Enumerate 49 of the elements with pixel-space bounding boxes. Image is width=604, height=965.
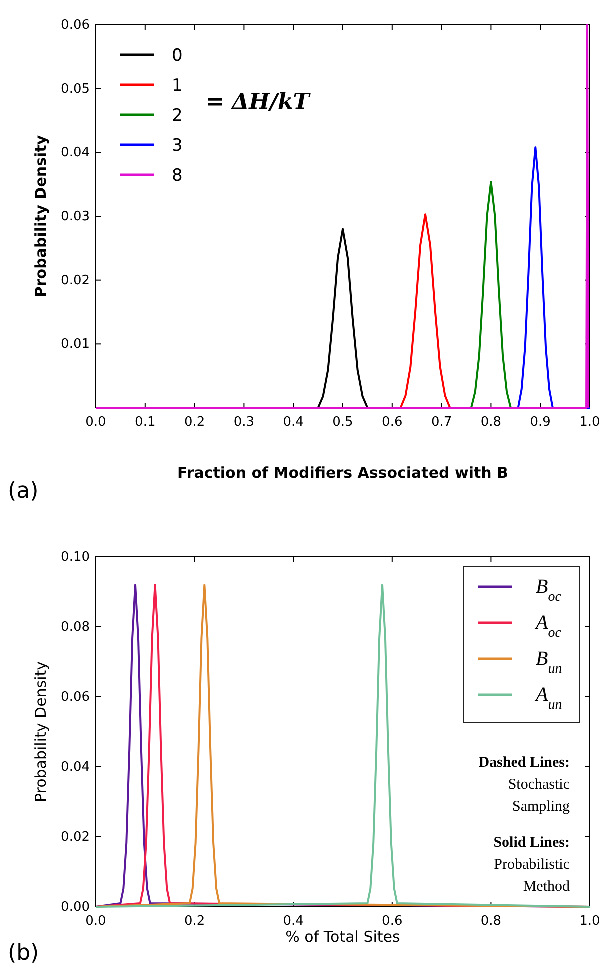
y-tick-label: 0.10 — [61, 550, 90, 565]
annotation: Dashed Lines: — [478, 755, 570, 771]
annotation: Solid Lines: — [494, 835, 570, 851]
x-tick-label: 1.0 — [580, 415, 600, 430]
x-tick-label: 0.8 — [480, 415, 502, 430]
y-tick-label: 0.06 — [61, 18, 90, 33]
annotation: Stochastic Sampling — [508, 777, 570, 815]
x-tick-label: 1.0 — [580, 914, 600, 929]
text: (a) — [8, 479, 39, 504]
x-tick-label: 0.6 — [382, 914, 403, 929]
x-tick-label: 0.4 — [283, 914, 304, 929]
y-axis-title: Probability Density — [32, 135, 50, 298]
x-tick-label: 0.0 — [86, 914, 106, 929]
x-tick-label: 0.3 — [234, 415, 255, 430]
legend-label: 3 — [172, 136, 183, 156]
legend-label: B$_{un}$ — [536, 648, 562, 676]
legend-label: 2 — [172, 106, 183, 126]
y-tick-label: 0.06 — [61, 690, 90, 705]
y-tick-label: 0.05 — [61, 82, 90, 97]
x-tick-label: 0.4 — [283, 415, 304, 430]
y-tick-label: 0.03 — [61, 210, 90, 224]
y-tick-label: 0.04 — [61, 146, 90, 161]
legend-label: 0 — [172, 46, 183, 66]
x-tick-label: 0.0 — [86, 415, 106, 430]
text: (b) — [8, 941, 40, 965]
legend-label: A$_{oc}$ — [534, 612, 562, 640]
x-tick-label: 0.7 — [431, 415, 452, 430]
x-tick-label: 0.1 — [135, 415, 156, 430]
y-tick-label: 0.00 — [61, 900, 90, 915]
x-tick-label: 0.6 — [382, 415, 403, 430]
legend-label: B$_{oc}$ — [536, 576, 562, 604]
x-tick-label: 0.2 — [184, 415, 206, 430]
y-tick-label: 0.02 — [61, 830, 90, 845]
x-tick-label: 0.8 — [480, 914, 502, 929]
y-tick-label: 0.02 — [61, 273, 90, 288]
legend-label: 1 — [172, 76, 183, 96]
y-axis-title: Probability Density — [32, 661, 50, 803]
legend-label: A$_{un}$ — [534, 684, 562, 712]
legend-title: = ΔH/kT — [206, 89, 312, 115]
x-tick-label: 0.2 — [184, 914, 206, 929]
legend-label: 8 — [172, 166, 183, 186]
x-tick-label: 0.9 — [530, 415, 551, 430]
y-tick-label: 0.04 — [61, 760, 90, 775]
x-axis-title: Fraction of Modifiers Associated with B — [178, 464, 508, 482]
y-tick-label: 0.08 — [61, 620, 90, 635]
x-axis-title: % of Total Sites — [286, 928, 401, 946]
y-tick-label: 0.01 — [61, 337, 90, 352]
annotation: Probabilistic Method — [494, 857, 570, 895]
x-tick-label: 0.5 — [332, 415, 354, 430]
